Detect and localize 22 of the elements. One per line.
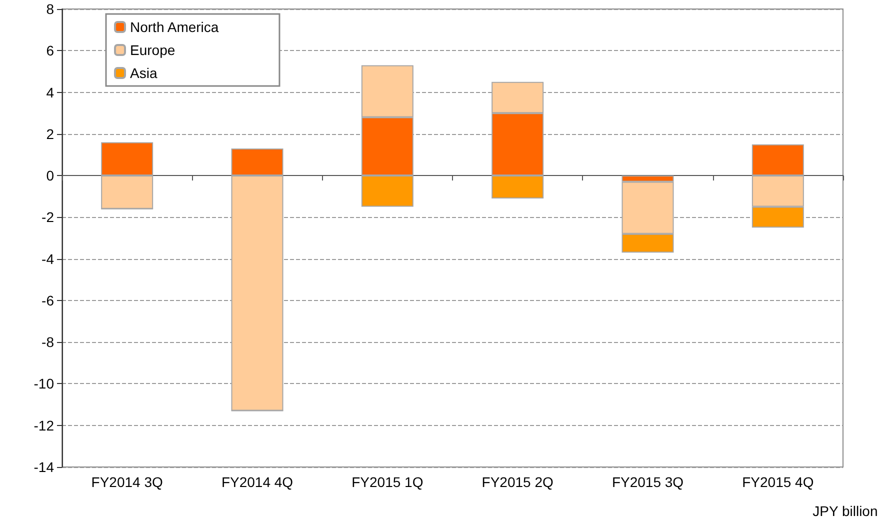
x-tick-label: FY2014 4Q: [221, 474, 294, 490]
x-tick-label: FY2015 1Q: [352, 474, 424, 490]
legend-label: Europe: [130, 42, 176, 58]
y-tick-label: -10: [34, 376, 54, 392]
y-tick-label: 4: [46, 84, 54, 100]
y-tick-label: 6: [46, 42, 54, 59]
text: JPY billion: [812, 503, 878, 519]
legend-label: North America: [130, 19, 219, 35]
x-tick-label: FY2015 4Q: [742, 474, 814, 490]
y-tick-label: -8: [42, 334, 54, 350]
legend-label: Asia: [130, 65, 158, 81]
x-tick-label: FY2014 3Q: [91, 474, 163, 490]
y-tick-label: -14: [34, 459, 54, 475]
y-tick-label: -4: [42, 250, 54, 267]
y-tick-label: 0: [46, 168, 54, 184]
x-tick-label: FY2015 2Q: [482, 474, 554, 490]
y-tick-label: -6: [42, 292, 54, 308]
y-tick-label: -2: [42, 209, 54, 226]
y-tick-label: -12: [34, 417, 54, 434]
y-tick-label: 2: [46, 126, 54, 142]
y-tick-label: 8: [46, 1, 54, 17]
x-tick-label: FY2015 3Q: [612, 474, 684, 490]
